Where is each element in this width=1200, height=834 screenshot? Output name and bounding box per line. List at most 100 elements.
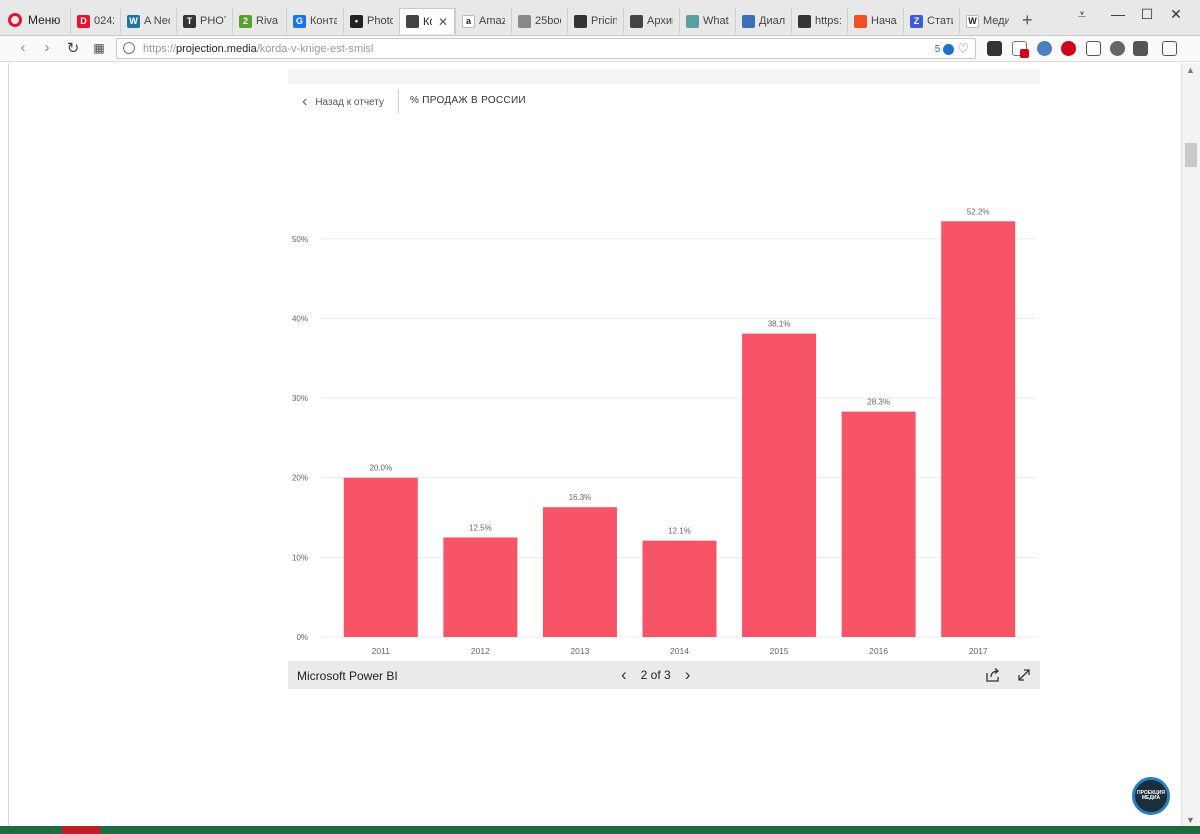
header-divider [398,89,399,113]
heart-icon[interactable]: ♡ [957,41,969,56]
browser-tab[interactable]: Архив [623,8,679,34]
power-bi-report: ‹ Назад к отчету % ПРОДАЖ В РОССИИ 0% 10%… [288,69,1040,656]
opera-menu-button[interactable]: Меню [8,10,60,30]
document-icon [518,14,531,28]
browser-tab[interactable]: T PHOTC [176,8,232,34]
back-to-report-button[interactable]: ‹ Назад к отчету [302,94,384,110]
close-tab-icon[interactable]: ✕ [437,14,448,29]
download-icon[interactable] [1162,41,1177,56]
back-arrow-icon[interactable]: ‹ [20,39,26,56]
projection-media-logo-button[interactable]: ПРОЕКЦИЯ МЕДИА [1132,777,1170,815]
browser-tab[interactable]: Ко ✕ [399,8,455,34]
bar[interactable] [941,221,1016,637]
page-icon: 2 [239,14,252,28]
url-scheme: https:// [143,42,177,55]
x-tick-label: 2012 [471,646,490,656]
extension-icon[interactable] [987,41,1002,56]
data-label: 20.0% [369,464,392,473]
x-tick-label: 2011 [372,646,391,656]
scrollbar-thumb[interactable] [1185,143,1197,167]
previous-page-icon[interactable]: ‹ [621,665,627,684]
browser-tab[interactable]: 25boo [511,8,567,34]
extension-icon[interactable] [1037,41,1052,56]
url-actions: 5 ♡ [935,41,969,57]
extension-icon[interactable] [1133,41,1148,56]
browser-tab[interactable]: • Photoc [343,8,399,34]
tab-label: Photoc [367,15,393,27]
nyt-icon: T [183,14,196,28]
browser-tab[interactable]: W Медиа [959,8,1015,34]
tab-label: https:/ [815,15,841,27]
tab-label: Медиа [983,15,1009,27]
browser-tab[interactable]: What's [679,8,735,34]
tab-label: What's [703,15,729,27]
close-window-button[interactable]: ✕ [1170,6,1182,22]
x-tick-label: 2013 [570,646,589,656]
browser-tab[interactable]: 2 Riva St [232,8,286,34]
fullscreen-icon[interactable] [1016,667,1032,683]
page-icon: Z [910,14,923,28]
tab-strip: Меню D 0242 W A Neco T PHOTC 2 Riva St G Контак • P… [0,0,1200,36]
tab-menu-icon[interactable]: ⩡ [1078,6,1086,22]
tab-label: Pricing [591,15,617,27]
tab-label: Диало [759,15,785,27]
browser-tab[interactable]: Диало [735,8,791,34]
power-bi-brand[interactable]: Microsoft Power BI [297,669,398,683]
browser-tab[interactable]: Z Статис [903,8,959,34]
browser-tab[interactable]: Начал [847,8,903,34]
y-axis-ticks: 0% 10% 20% 30% 40% 50% [292,235,308,642]
page-icon [742,14,755,28]
new-tab-button[interactable]: + [1022,10,1033,30]
bar[interactable] [642,540,717,637]
page-scrollbar[interactable]: ▲ ▼ [1181,63,1200,834]
windows-icon [854,14,867,28]
speed-dial-icon[interactable]: ▦ [93,41,105,55]
background-window-edge [0,63,9,834]
browser-tab[interactable]: Pricing [567,8,623,34]
bars-icon [574,14,587,28]
blocker-count-badge[interactable]: 5 [934,43,941,55]
play-icon[interactable] [1061,41,1076,56]
scroll-down-icon[interactable]: ▼ [1186,815,1195,825]
address-bar-row: ‹ › ↻ ▦ https://projection.media/korda-v… [0,36,1200,62]
tab-label: Amazo [479,15,505,27]
scroll-up-icon[interactable]: ▲ [1186,65,1195,75]
address-field[interactable]: https://projection.media/korda-v-knige-e… [116,38,976,59]
browser-tab[interactable]: G Контак [286,8,343,34]
tab-label: Ко [423,15,432,28]
minimize-button[interactable]: — [1111,6,1125,22]
forward-arrow-icon[interactable]: › [44,39,50,56]
bar[interactable] [742,333,817,637]
x-tick-label: 2014 [670,646,689,656]
bar[interactable] [443,537,518,637]
browser-tab[interactable]: a Amazo [455,8,511,34]
browser-tab[interactable]: D 0242 [70,8,120,34]
tab-label: Статис [927,15,953,27]
browser-tab[interactable]: https:/ [791,8,847,34]
extension-icon[interactable] [1110,41,1125,56]
browser-tab[interactable]: W A Neco [120,8,176,34]
bar[interactable] [542,507,617,637]
bar[interactable] [343,477,418,637]
page-icon: • [350,14,363,28]
visual-title: % ПРОДАЖ В РОССИИ [410,95,526,106]
data-label: 12.5% [469,523,492,532]
g-icon: G [293,14,306,28]
blocker-icon[interactable] [943,43,955,55]
share-icon[interactable] [985,667,1001,683]
data-labels: 20.0% 12.5% 16.3% 12.1% 38.1% 28.3% 52.2% [369,207,989,535]
fab-label: ПРОЕКЦИЯ МЕДИА [1137,789,1165,801]
url-path: /korda-v-knige-est-smisl [256,42,374,55]
power-bi-footer: Microsoft Power BI ‹ 2 of 3 › [288,661,1040,689]
data-label: 16.3% [569,493,592,502]
extension-icon[interactable] [1086,41,1101,56]
data-label: 28.3% [867,398,890,407]
next-page-icon[interactable]: › [684,665,691,684]
page-icon [406,15,419,28]
maximize-button[interactable]: ☐ [1140,6,1154,22]
page-indicator: 2 of 3 [640,667,671,682]
reload-icon[interactable]: ↻ [66,40,80,57]
bars-icon [798,14,811,28]
bar[interactable] [841,411,916,637]
